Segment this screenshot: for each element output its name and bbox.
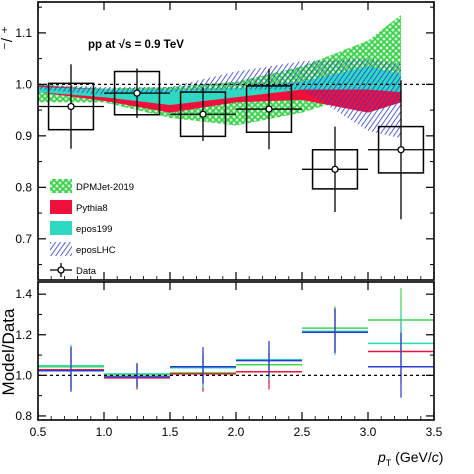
y-tick-label: 1.2 [15, 328, 32, 342]
y-tick-label: 0.8 [15, 409, 32, 423]
x-axis-label-unit: (GeV/ [391, 449, 432, 465]
x-axis-label-sub: T [386, 458, 392, 468]
legend-label-eposlhc: eposLHC [76, 245, 116, 256]
model-over-data-y-ticks: 0.8 1.0 1.2 1.4 [15, 287, 434, 423]
legend-label-dpmjet: DPMJet-2019 [76, 182, 134, 193]
data-point [397, 146, 405, 154]
x-tick-label: 3.0 [360, 425, 377, 439]
model-over-data-y-axis-label: Model/Data [0, 308, 18, 395]
data-point [199, 110, 207, 118]
y-tick-label: 1.4 [15, 287, 32, 301]
x-axis-label-close: ) [439, 449, 444, 465]
x-axis-label: pT (GeV/c) [377, 449, 443, 468]
legend-swatch-epos199 [50, 221, 72, 235]
legend-label-epos199: epos199 [76, 224, 112, 235]
legend: DPMJet-2019 Pythia8 epos199 eposLHC Data [50, 179, 134, 277]
data-point [331, 165, 339, 173]
data-points [38, 64, 434, 220]
x-tick-label: 3.5 [426, 425, 443, 439]
y-tick-label: 0.9 [15, 129, 32, 143]
ratio-y-axis-label: ⁻/ ⁺ [0, 26, 16, 50]
ratio-y-ticks: 0.7 0.8 0.9 1.0 1.1 [15, 6, 434, 266]
legend-swatch-dpmjet [50, 179, 72, 193]
epos199-band [38, 66, 401, 105]
energy-annotation: pp at √s = 0.9 TeV [88, 38, 184, 51]
legend-label-data: Data [76, 266, 97, 277]
data-point [67, 102, 75, 111]
model-bands [38, 14, 401, 139]
y-tick-label: 1.0 [15, 368, 32, 382]
data-point [265, 105, 273, 113]
x-tick-label: 1.5 [162, 425, 179, 439]
x-ticks: 0.5 1.0 1.5 2.0 2.5 3.0 3.5 [30, 276, 443, 439]
y-tick-label: 1.0 [15, 77, 32, 91]
y-tick-label: 1.1 [15, 26, 32, 40]
model-ratio-series [38, 288, 434, 398]
legend-label-pythia8: Pythia8 [76, 203, 108, 214]
y-tick-label: 0.8 [15, 180, 32, 194]
model-over-data-panel: 0.8 1.0 1.2 1.4 0.5 1.0 1.5 2.0 2.5 3.0 3.5 Model… [0, 276, 443, 468]
x-tick-label: 0.5 [30, 425, 47, 439]
x-axis-label-p: p [377, 449, 386, 465]
x-tick-label: 1.0 [96, 425, 113, 439]
legend-swatch-data [57, 266, 65, 274]
data-point [133, 89, 141, 97]
x-axis-label-c: c [432, 449, 439, 465]
x-tick-label: 2.0 [228, 425, 245, 439]
legend-swatch-eposlhc [50, 242, 72, 256]
eposlhc-band [38, 58, 401, 139]
ratio-panel: 0.70.80.91.01.1 ⁻/ ⁺ pp at √s = 0.9 TeV … [0, 1, 435, 281]
legend-swatch-pythia8 [50, 200, 72, 214]
ratio-x-ticks [37, 2, 435, 280]
y-tick-label: 0.7 [15, 232, 32, 246]
x-tick-label: 2.5 [294, 425, 311, 439]
